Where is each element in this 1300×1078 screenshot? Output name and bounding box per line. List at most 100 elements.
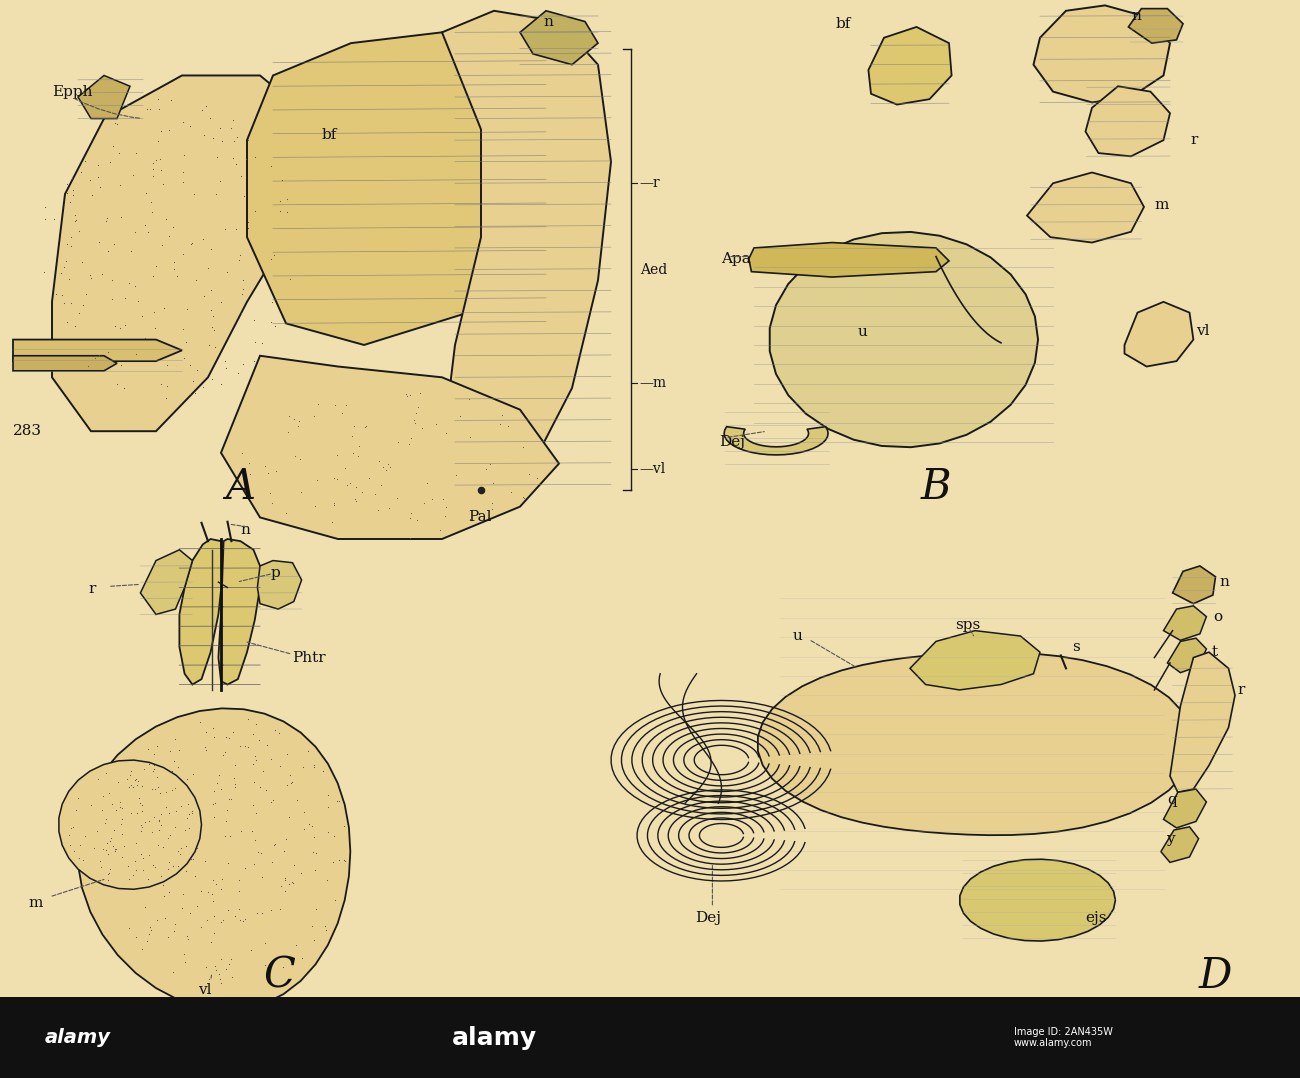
Point (400, 429, 421, 446)
Point (335, 396, 356, 413)
Point (70, 837, 91, 854)
Text: Epph: Epph (52, 85, 92, 98)
Point (265, 317, 286, 334)
Point (490, 415, 511, 432)
Point (292, 950, 313, 967)
Point (317, 871, 338, 888)
Polygon shape (442, 11, 611, 496)
Point (129, 789, 150, 806)
Text: bf: bf (836, 17, 852, 30)
Point (131, 940, 152, 957)
Point (240, 466, 261, 483)
Polygon shape (959, 859, 1115, 941)
Point (307, 471, 328, 488)
Point (131, 823, 152, 840)
Point (146, 258, 166, 275)
Point (261, 495, 282, 512)
Point (92, 787, 113, 804)
Point (294, 803, 315, 820)
Point (165, 818, 186, 835)
Point (126, 771, 147, 788)
Point (347, 447, 368, 465)
Point (121, 762, 142, 779)
Point (260, 750, 281, 768)
Point (131, 796, 152, 813)
Point (166, 267, 187, 285)
Point (152, 839, 173, 856)
Point (109, 319, 130, 336)
Point (134, 329, 155, 346)
Point (317, 798, 338, 815)
Point (246, 716, 266, 733)
Point (324, 494, 344, 511)
Point (304, 756, 325, 773)
Point (90, 179, 110, 196)
Polygon shape (1164, 606, 1206, 640)
Point (114, 316, 135, 333)
Point (159, 829, 179, 846)
Point (198, 970, 218, 987)
Point (169, 845, 190, 862)
Point (105, 802, 126, 819)
Point (341, 474, 361, 492)
Point (164, 260, 185, 277)
Point (99, 154, 120, 171)
Point (187, 839, 208, 856)
Point (92, 841, 113, 858)
Point (173, 246, 194, 263)
Point (213, 746, 234, 763)
Point (222, 969, 243, 986)
Point (274, 869, 295, 886)
Text: Aed: Aed (640, 263, 667, 276)
Point (57, 184, 78, 202)
Point (182, 372, 203, 389)
Point (450, 407, 471, 425)
Text: q: q (1167, 793, 1178, 806)
Point (514, 488, 534, 506)
Point (122, 778, 143, 796)
Point (112, 811, 133, 828)
Text: t: t (1212, 646, 1218, 659)
Text: s: s (1072, 640, 1080, 653)
Point (91, 265, 112, 282)
Point (471, 482, 491, 499)
Point (459, 390, 480, 407)
Point (111, 816, 131, 833)
Point (386, 489, 407, 507)
Point (200, 934, 221, 951)
Point (190, 714, 211, 731)
Point (104, 235, 125, 252)
Point (150, 821, 170, 839)
Point (118, 920, 139, 937)
Text: y: y (1166, 832, 1175, 845)
Point (209, 120, 230, 137)
Point (179, 357, 200, 374)
Point (101, 272, 122, 289)
Point (169, 742, 190, 759)
Point (98, 243, 118, 260)
Point (203, 728, 224, 745)
Point (324, 827, 344, 844)
Point (60, 193, 81, 210)
Point (211, 951, 231, 968)
Point (332, 404, 352, 421)
Point (368, 501, 389, 519)
Point (291, 484, 312, 501)
Point (62, 181, 83, 198)
Point (144, 303, 165, 320)
Point (294, 820, 315, 838)
Point (96, 841, 117, 858)
Point (113, 838, 134, 855)
Point (150, 151, 170, 168)
Point (286, 937, 307, 954)
Point (107, 375, 127, 392)
Point (325, 892, 346, 909)
Point (81, 186, 101, 204)
Polygon shape (221, 356, 559, 539)
Point (203, 321, 224, 338)
Point (103, 838, 124, 855)
Point (60, 837, 81, 854)
Polygon shape (179, 539, 224, 685)
Point (120, 870, 140, 887)
Polygon shape (770, 232, 1037, 447)
